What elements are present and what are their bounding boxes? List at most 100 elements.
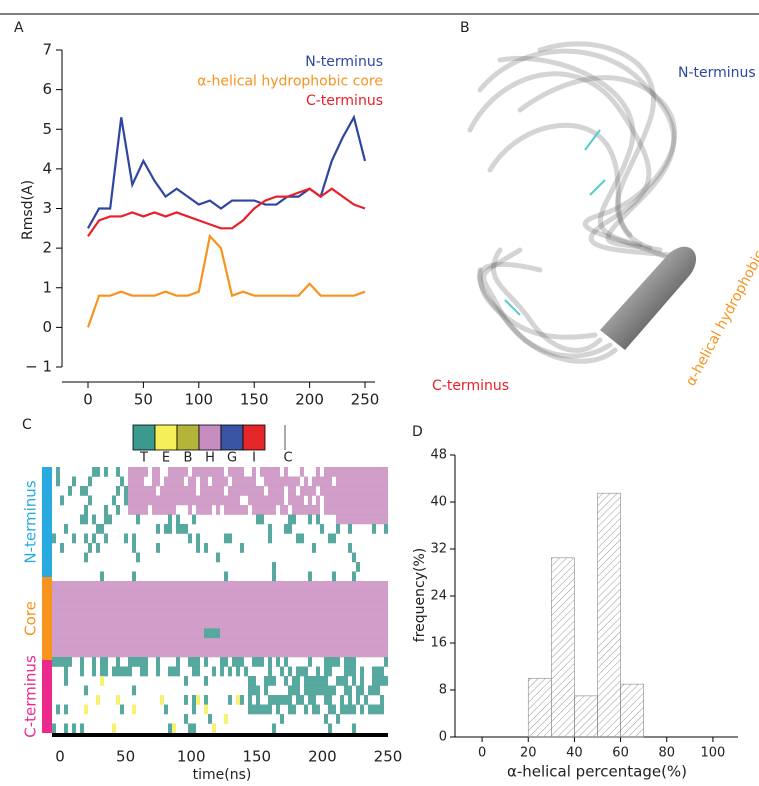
heatmap-cell <box>216 581 220 591</box>
heatmap-cell <box>372 666 376 677</box>
heatmap-cell <box>188 486 192 496</box>
heatmap-cell <box>384 581 388 591</box>
heatmap-cell <box>384 476 388 487</box>
heatmap-cell <box>376 476 380 487</box>
heatmap-cell <box>308 590 312 601</box>
heatmap-cell <box>60 609 64 620</box>
heatmap-cell <box>220 590 224 601</box>
heatmap-cell <box>68 486 72 496</box>
heatmap-cell <box>192 486 196 496</box>
heatmap-cell <box>296 619 300 629</box>
heatmap-cell <box>184 628 188 639</box>
heatmap-cell <box>336 628 340 639</box>
heatmap-cell <box>216 552 220 563</box>
heatmap-cell <box>348 609 352 620</box>
heatmap-cell <box>168 476 172 487</box>
heatmap-cell <box>272 581 276 591</box>
legend-label: B <box>184 451 193 466</box>
heatmap-cell <box>344 685 348 696</box>
heatmap-cell <box>188 638 192 648</box>
heatmap-cell <box>64 619 68 629</box>
heatmap-cell <box>216 486 220 496</box>
heatmap-cell <box>108 628 112 639</box>
heatmap-cell <box>292 704 296 715</box>
heatmap-cell <box>108 590 112 601</box>
heatmap-cell <box>112 495 116 506</box>
heatmap-cell <box>124 609 128 620</box>
x-tick-label: 50 <box>134 391 153 409</box>
heatmap-cell <box>176 514 180 525</box>
row-label: C-terminus <box>22 655 40 738</box>
heatmap-cell <box>284 581 288 591</box>
heatmap-cell <box>264 495 268 506</box>
heatmap-cell <box>176 600 180 610</box>
y-tick-label: 7 <box>42 41 52 59</box>
heatmap-cell <box>276 695 280 705</box>
heatmap-cell <box>316 666 320 677</box>
heatmap-cell <box>360 590 364 601</box>
heatmap-cell <box>248 476 252 487</box>
heatmap-cell <box>376 647 380 658</box>
heatmap-cell <box>140 590 144 601</box>
heatmap-cell <box>296 647 300 658</box>
heatmap-cell <box>92 666 96 677</box>
heatmap-cell <box>236 505 240 515</box>
heatmap-cell <box>216 619 220 629</box>
heatmap-cell <box>368 619 372 629</box>
heatmap-cell <box>364 600 368 610</box>
heatmap-cell <box>252 590 256 601</box>
heatmap-cell <box>144 486 148 496</box>
heatmap-cell <box>116 638 120 648</box>
heatmap-cell <box>264 704 268 715</box>
heatmap-cell <box>52 600 56 610</box>
heatmap-cell <box>104 467 108 477</box>
heatmap-cell <box>224 638 228 648</box>
heatmap-cell <box>52 590 56 601</box>
heatmap-cell <box>328 476 332 487</box>
heatmap-cell <box>140 657 144 667</box>
heatmap-cell <box>384 647 388 658</box>
heatmap-cell <box>136 467 140 477</box>
heatmap-cell <box>168 628 172 639</box>
heatmap-cell <box>284 657 288 667</box>
heatmap-cell <box>292 581 296 591</box>
heatmap-cell <box>304 666 308 677</box>
heatmap-cell <box>272 609 276 620</box>
line-series <box>87 187 366 237</box>
heatmap-cell <box>276 647 280 658</box>
heatmap-cell <box>304 619 308 629</box>
heatmap-cell <box>368 467 372 477</box>
heatmap-cell <box>260 704 264 715</box>
heatmap-cell <box>276 590 280 601</box>
heatmap-cell <box>280 619 284 629</box>
heatmap-cell <box>124 600 128 610</box>
heatmap-cell <box>236 609 240 620</box>
heatmap-cell <box>188 600 192 610</box>
heatmap-cell <box>308 657 312 667</box>
heatmap-cell <box>100 638 104 648</box>
heatmap-cell <box>324 476 328 487</box>
heatmap-cell <box>320 486 324 496</box>
legend-swatch <box>132 424 156 451</box>
heatmap-cell <box>328 581 332 591</box>
heatmap-cell <box>96 695 100 705</box>
heatmap-cell <box>376 514 380 525</box>
heatmap-cell <box>104 505 108 515</box>
heatmap-cell <box>96 467 100 477</box>
heatmap-cell <box>324 495 328 506</box>
heatmap-cell <box>340 514 344 525</box>
heatmap-cell <box>148 619 152 629</box>
heatmap-cell <box>224 647 228 658</box>
heatmap-cell <box>160 600 164 610</box>
heatmap-cell <box>52 609 56 620</box>
heatmap-cell <box>128 505 132 515</box>
heatmap-cell <box>340 704 344 715</box>
heatmap-cell <box>204 628 208 639</box>
heatmap-cell <box>192 657 196 667</box>
heatmap-cell <box>296 590 300 601</box>
heatmap-cell <box>264 590 268 601</box>
heatmap-cell <box>360 609 364 620</box>
heatmap-cell <box>324 609 328 620</box>
heatmap-cell <box>104 647 108 658</box>
heatmap-cell <box>252 638 256 648</box>
